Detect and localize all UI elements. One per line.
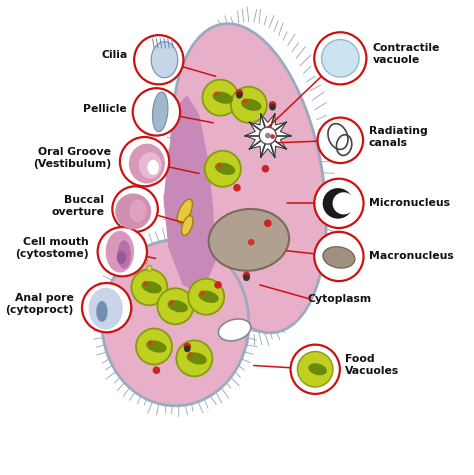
Text: Oral Groove
(Vestibulum): Oral Groove (Vestibulum) (33, 147, 111, 170)
Circle shape (184, 346, 191, 352)
Circle shape (200, 291, 205, 295)
Circle shape (236, 92, 243, 99)
Ellipse shape (129, 143, 165, 183)
Text: Food
Vacuoles: Food Vacuoles (345, 354, 399, 377)
Circle shape (153, 366, 160, 374)
Ellipse shape (106, 231, 134, 273)
Ellipse shape (308, 363, 327, 375)
Circle shape (202, 80, 238, 116)
Ellipse shape (213, 92, 233, 104)
Ellipse shape (219, 319, 251, 341)
Circle shape (269, 104, 276, 111)
Circle shape (323, 188, 353, 219)
Text: Macronucleus: Macronucleus (369, 251, 454, 261)
Ellipse shape (96, 301, 108, 322)
Circle shape (136, 329, 172, 364)
Circle shape (314, 32, 366, 85)
Circle shape (176, 341, 212, 376)
Circle shape (314, 232, 364, 281)
Text: Cell mouth
(cytostome): Cell mouth (cytostome) (16, 237, 89, 259)
Circle shape (231, 87, 267, 123)
Circle shape (188, 352, 193, 357)
Circle shape (321, 39, 359, 77)
Ellipse shape (209, 209, 289, 271)
Circle shape (148, 341, 153, 345)
Circle shape (243, 99, 247, 104)
Circle shape (243, 275, 250, 281)
Ellipse shape (139, 152, 162, 179)
Circle shape (243, 272, 250, 279)
Circle shape (298, 352, 333, 387)
Text: Pellicle: Pellicle (83, 104, 127, 114)
Ellipse shape (153, 92, 168, 132)
Ellipse shape (129, 200, 146, 222)
Text: Radiating
canals: Radiating canals (369, 126, 428, 148)
Circle shape (157, 288, 193, 324)
Circle shape (143, 281, 148, 286)
Ellipse shape (102, 240, 249, 406)
Circle shape (217, 162, 221, 167)
Circle shape (139, 251, 145, 257)
Ellipse shape (215, 162, 235, 175)
Ellipse shape (89, 288, 123, 330)
Ellipse shape (115, 193, 151, 229)
Circle shape (233, 184, 241, 191)
Circle shape (146, 266, 152, 271)
Text: Cytoplasm: Cytoplasm (307, 294, 371, 304)
Ellipse shape (151, 42, 178, 78)
Circle shape (112, 186, 158, 232)
Text: Anal pore
(cytoproct): Anal pore (cytoproct) (5, 293, 73, 315)
Circle shape (314, 179, 364, 228)
Text: Buccal
overture: Buccal overture (51, 195, 104, 217)
Circle shape (236, 89, 243, 97)
Circle shape (259, 127, 276, 144)
Circle shape (269, 101, 276, 109)
Ellipse shape (182, 216, 193, 236)
Circle shape (291, 345, 340, 394)
Circle shape (183, 343, 191, 350)
Circle shape (214, 281, 222, 289)
Circle shape (270, 134, 275, 139)
Polygon shape (245, 114, 291, 157)
Ellipse shape (117, 251, 126, 264)
Polygon shape (164, 95, 216, 294)
Circle shape (264, 219, 272, 227)
Ellipse shape (187, 352, 207, 364)
Text: Cilia: Cilia (102, 50, 128, 60)
Circle shape (142, 258, 147, 264)
Circle shape (133, 88, 180, 135)
Circle shape (265, 133, 271, 138)
Circle shape (120, 137, 169, 186)
Text: Contractile
vacuole: Contractile vacuole (373, 43, 440, 65)
Circle shape (188, 279, 224, 315)
Circle shape (318, 118, 363, 163)
Ellipse shape (168, 300, 188, 313)
Circle shape (262, 165, 269, 172)
Ellipse shape (147, 160, 159, 175)
Circle shape (82, 283, 131, 332)
Ellipse shape (177, 199, 192, 224)
Circle shape (169, 300, 174, 305)
Circle shape (134, 35, 183, 85)
Circle shape (214, 92, 219, 96)
Ellipse shape (118, 240, 131, 269)
Ellipse shape (199, 291, 219, 303)
Ellipse shape (323, 247, 355, 268)
Circle shape (131, 269, 167, 305)
Text: Micronucleus: Micronucleus (369, 199, 450, 209)
Circle shape (248, 239, 255, 246)
Ellipse shape (172, 24, 326, 333)
Circle shape (98, 227, 147, 276)
Ellipse shape (241, 99, 261, 111)
Ellipse shape (142, 281, 162, 294)
Circle shape (205, 151, 241, 187)
Circle shape (333, 192, 355, 215)
Ellipse shape (146, 341, 166, 352)
